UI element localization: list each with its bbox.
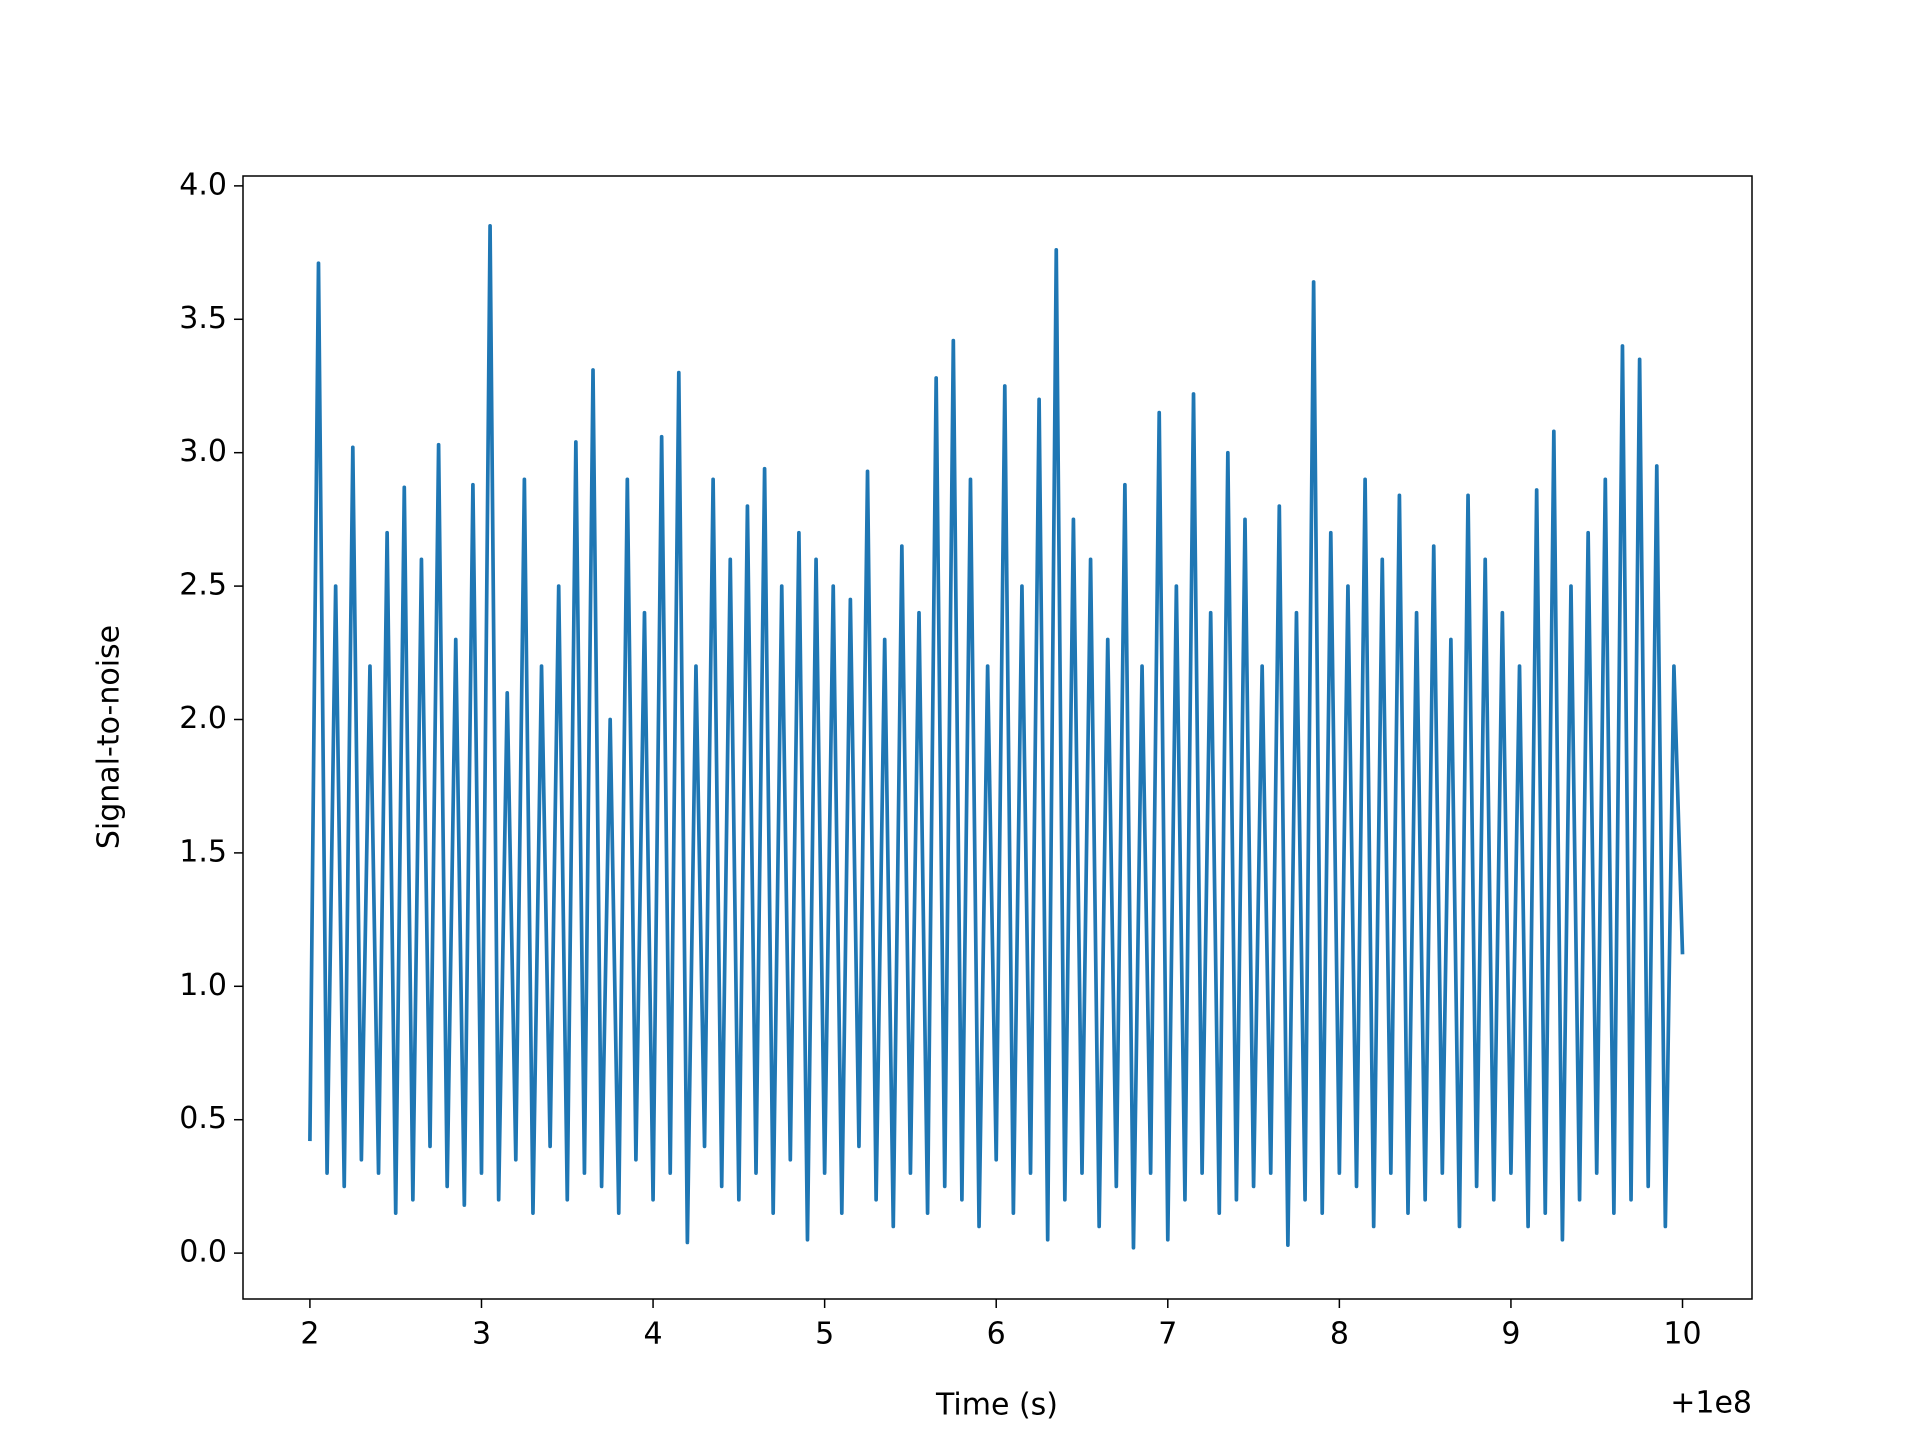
x-tick-label: 5 bbox=[815, 1317, 834, 1352]
y-tick-label: 4.0 bbox=[179, 167, 227, 202]
x-tick-label: 8 bbox=[1330, 1317, 1349, 1352]
x-tick-label: 3 bbox=[472, 1317, 491, 1352]
x-tick-label: 2 bbox=[300, 1317, 319, 1352]
y-tick-label: 2.0 bbox=[179, 701, 227, 736]
x-tick-label: 9 bbox=[1501, 1317, 1520, 1352]
x-tick-label: 4 bbox=[644, 1317, 663, 1352]
y-tick-label: 3.5 bbox=[179, 301, 227, 336]
y-tick-label: 0.5 bbox=[179, 1101, 227, 1136]
x-tick-label: 7 bbox=[1158, 1317, 1177, 1352]
x-tick-label: 6 bbox=[987, 1317, 1006, 1352]
x-axis-label: Time (s) bbox=[935, 1388, 1058, 1423]
y-tick-label: 0.0 bbox=[179, 1235, 227, 1270]
x-tick-label: 10 bbox=[1663, 1317, 1701, 1352]
y-tick-label: 3.0 bbox=[179, 434, 227, 469]
y-axis-label: Signal-to-noise bbox=[92, 625, 127, 849]
x-offset-label: +1e8 bbox=[1670, 1386, 1752, 1421]
plot-frame bbox=[242, 175, 1753, 1300]
series-line bbox=[308, 224, 1685, 1250]
y-tick-label: 2.5 bbox=[179, 568, 227, 603]
y-tick-label: 1.5 bbox=[179, 834, 227, 869]
y-tick-label: 1.0 bbox=[179, 968, 227, 1003]
